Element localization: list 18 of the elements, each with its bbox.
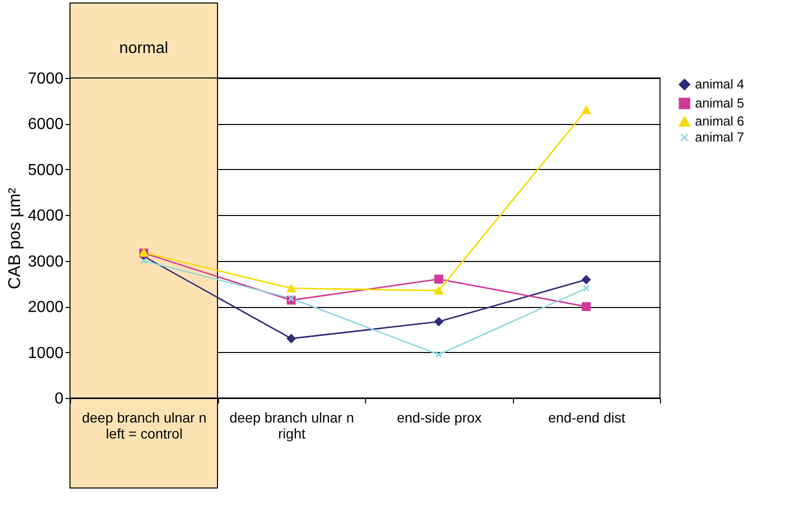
- y-tick-label: 5000: [28, 162, 64, 179]
- y-tick-label: 7000: [28, 70, 64, 88]
- y-axis-title: CAB pos µm²: [4, 187, 24, 290]
- y-tick-label: 3000: [28, 253, 64, 270]
- y-tick-label: 0: [54, 390, 64, 408]
- legend-label: animal 6: [695, 114, 744, 128]
- y-tick-label: 1000: [28, 344, 64, 362]
- y-tick-label: 4000: [28, 208, 64, 225]
- legend-label: animal 7: [695, 130, 744, 144]
- legend-label: animal 5: [695, 96, 744, 110]
- x-tick-label: end-side prox: [396, 410, 482, 426]
- x-tick-label: deep branch ulnar n left = control: [82, 410, 207, 442]
- y-tick-label: 6000: [28, 116, 64, 134]
- x-tick-label: end-end dist: [548, 410, 626, 426]
- legend-label: animal 4: [695, 76, 744, 92]
- band-label: normal: [119, 40, 168, 57]
- x-tick-label: deep branch ulnar n right: [229, 410, 354, 442]
- y-tick-label: 2000: [28, 299, 64, 316]
